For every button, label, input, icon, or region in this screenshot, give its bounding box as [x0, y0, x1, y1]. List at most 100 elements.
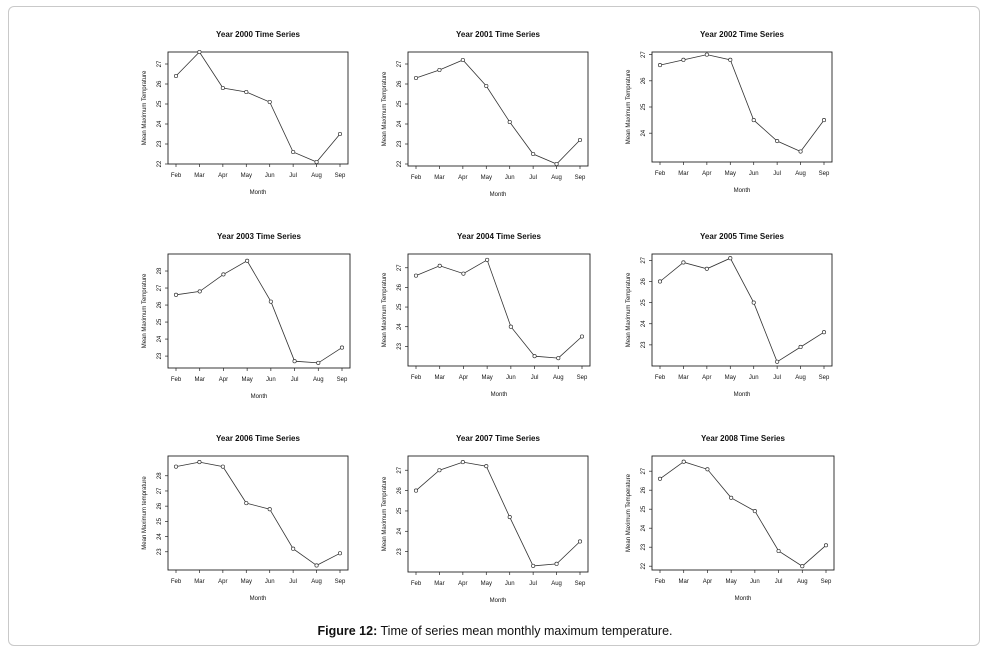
y-axis-label: Mean Maximum Temprature [626, 272, 632, 347]
y-tick-label: 24 [641, 320, 647, 327]
x-tick-label: Aug [311, 579, 322, 585]
y-tick-label: 23 [157, 548, 163, 555]
x-tick-label: Feb [411, 375, 422, 381]
data-point [751, 118, 756, 123]
data-point [577, 137, 583, 143]
y-axis-label: Mean Maximum Temprature [382, 272, 388, 347]
x-tick-label: May [481, 581, 492, 587]
y-tick-label: 26 [157, 301, 163, 308]
data-point [681, 57, 686, 62]
chart-panel-5: Year 2004 Time Series Feb Mar Apr May Jun Jul A… [382, 232, 591, 398]
x-tick-label: Sep [821, 579, 832, 585]
data-point [657, 279, 663, 284]
chart-title: Year 2003 Time Series [217, 232, 301, 241]
x-tick-label: Jul [529, 581, 537, 587]
y-axis-label: Mean Maximum Temprature [382, 71, 388, 146]
data-point [339, 345, 345, 350]
data-point [704, 266, 709, 271]
x-axis-label: Month [250, 596, 267, 602]
x-tick-label: Feb [171, 173, 182, 179]
x-tick-label: Jul [289, 579, 297, 585]
data-point [314, 159, 319, 165]
series-line [659, 461, 827, 567]
data-point [437, 468, 442, 473]
data-point [728, 256, 733, 261]
data-point [532, 354, 537, 359]
x-tick-label: May [725, 375, 736, 381]
chart-panel-4: Year 2003 Time Series Feb Mar Apr May Jun Jul A… [142, 232, 351, 400]
x-tick-label: Aug [311, 173, 322, 179]
series-line [415, 59, 581, 165]
y-tick-label: 27 [641, 256, 647, 263]
data-point [291, 149, 296, 155]
x-tick-label: Jun [265, 579, 275, 585]
y-tick-label: 27 [397, 264, 403, 271]
y-tick-label: 27 [397, 60, 403, 67]
plot-frame [407, 51, 589, 167]
y-tick-label: 25 [641, 103, 647, 110]
y-tick-label: 23 [397, 140, 403, 147]
x-tick-label: Aug [551, 175, 562, 181]
y-tick-label: 25 [157, 517, 163, 524]
x-tick-label: Feb [411, 175, 422, 181]
data-point [337, 551, 343, 556]
x-tick-label: Jun [506, 375, 516, 381]
plot-frame [651, 253, 833, 367]
y-tick-label: 24 [397, 323, 403, 330]
y-axis-label: Mean Maximum Temprature [142, 273, 148, 348]
data-point [461, 271, 466, 276]
y-tick-label: 22 [397, 160, 403, 167]
data-point [531, 151, 536, 157]
data-point [413, 273, 419, 278]
y-tick-label: 27 [397, 466, 403, 473]
data-point [484, 464, 489, 469]
data-point [460, 460, 465, 465]
y-tick-label: 24 [157, 335, 163, 342]
x-tick-label: Jul [773, 171, 781, 177]
x-tick-label: Aug [551, 581, 562, 587]
data-point [704, 52, 709, 57]
x-tick-label: Apr [458, 581, 467, 587]
data-point [507, 515, 512, 520]
plot-frame [407, 455, 589, 573]
y-tick-label: 26 [157, 80, 163, 87]
y-tick-label: 26 [397, 283, 403, 290]
chart-title: Year 2000 Time Series [216, 30, 300, 39]
x-tick-label: Mar [679, 579, 689, 585]
data-point [197, 460, 202, 465]
caption-text: Time of series mean monthly maximum temp… [380, 624, 673, 638]
data-point [531, 563, 536, 568]
data-point [316, 360, 321, 365]
data-point [267, 507, 272, 512]
series-line [175, 260, 343, 364]
data-point [705, 467, 710, 472]
data-point [752, 509, 757, 514]
y-axis-label: Mean Maximum Temprature [626, 69, 632, 144]
data-point [292, 359, 297, 364]
x-tick-label: Mar [434, 581, 444, 587]
data-point [197, 49, 202, 55]
data-point [173, 464, 179, 469]
data-point [729, 495, 734, 500]
x-tick-label: Sep [575, 175, 586, 181]
x-tick-label: Aug [795, 375, 806, 381]
x-tick-label: Aug [797, 579, 808, 585]
x-tick-label: Sep [577, 375, 588, 381]
x-axis-label: Month [735, 596, 752, 602]
x-tick-label: Apr [218, 579, 227, 585]
x-tick-label: Feb [655, 375, 666, 381]
data-point [173, 292, 179, 297]
data-point [554, 161, 559, 167]
data-point [657, 63, 663, 68]
chart-title: Year 2008 Time Series [701, 434, 785, 443]
x-tick-label: Jul [289, 173, 297, 179]
x-axis-label: Month [491, 392, 508, 398]
data-point [556, 356, 561, 361]
data-point [268, 299, 273, 304]
y-axis-label: Mean Maximum Temperature [626, 473, 632, 552]
data-point [579, 334, 585, 339]
x-tick-label: Mar [195, 377, 205, 383]
data-point [437, 67, 442, 73]
data-point [221, 272, 226, 277]
